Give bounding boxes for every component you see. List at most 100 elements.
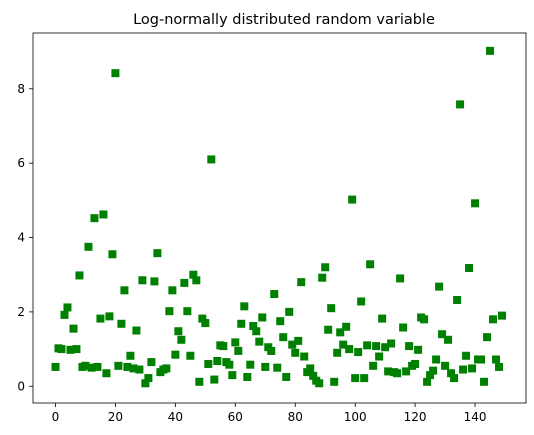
- data-point: [228, 371, 237, 380]
- data-point: [267, 346, 276, 355]
- data-point: [87, 363, 96, 372]
- data-point: [372, 342, 381, 351]
- data-points: [51, 46, 507, 388]
- axes-frame: [32, 32, 527, 404]
- data-point: [393, 369, 402, 378]
- data-point: [240, 302, 249, 311]
- data-point: [336, 328, 345, 337]
- data-point: [462, 351, 471, 360]
- data-point: [63, 303, 72, 312]
- data-point: [177, 335, 186, 344]
- data-point: [444, 335, 453, 344]
- data-point: [363, 341, 372, 350]
- data-point: [276, 317, 285, 326]
- data-point: [330, 377, 339, 386]
- data-point: [294, 336, 303, 345]
- data-point: [165, 307, 174, 316]
- data-point: [375, 352, 384, 361]
- y-tick-label: 0: [17, 379, 25, 393]
- data-point: [111, 69, 120, 78]
- data-point: [246, 360, 255, 369]
- data-point: [426, 371, 435, 380]
- data-point: [81, 361, 90, 370]
- data-point: [435, 282, 444, 291]
- data-point: [402, 367, 411, 376]
- data-point: [114, 361, 123, 370]
- data-point: [168, 286, 177, 295]
- data-point: [486, 46, 495, 55]
- data-point: [204, 359, 213, 368]
- data-point: [162, 364, 171, 373]
- data-point: [255, 337, 264, 346]
- data-point: [366, 260, 375, 269]
- data-point: [321, 263, 330, 272]
- data-point: [252, 327, 261, 336]
- data-point: [57, 345, 66, 354]
- data-point: [108, 250, 117, 259]
- data-point: [480, 377, 489, 386]
- data-point: [69, 324, 78, 333]
- data-point: [135, 365, 144, 374]
- data-point: [171, 350, 180, 359]
- y-tick-label: 2: [17, 305, 25, 319]
- data-point: [339, 340, 348, 349]
- data-point: [297, 278, 306, 287]
- data-point: [288, 340, 297, 349]
- data-point: [72, 345, 81, 354]
- x-tick-label: 100: [344, 410, 367, 424]
- data-point: [189, 270, 198, 279]
- data-point: [198, 314, 207, 323]
- data-point: [477, 355, 486, 364]
- data-point: [51, 362, 60, 371]
- data-point: [153, 249, 162, 258]
- data-point: [432, 355, 441, 364]
- data-point: [333, 348, 342, 357]
- data-point: [225, 360, 234, 369]
- data-point: [387, 339, 396, 348]
- data-point: [429, 366, 438, 375]
- data-point: [378, 314, 387, 323]
- data-point: [270, 290, 279, 299]
- data-point: [357, 297, 366, 306]
- data-point: [447, 369, 456, 378]
- data-point: [342, 322, 351, 331]
- data-point: [471, 199, 480, 208]
- data-point: [423, 377, 432, 386]
- data-point: [102, 369, 111, 378]
- data-point: [237, 319, 246, 328]
- data-point: [60, 310, 69, 319]
- data-point: [138, 276, 147, 285]
- x-tick-label: 40: [168, 410, 183, 424]
- data-point: [495, 362, 504, 371]
- data-point: [207, 155, 216, 164]
- data-point: [273, 363, 282, 372]
- data-point: [93, 362, 102, 371]
- data-point: [129, 364, 138, 373]
- data-point: [345, 345, 354, 354]
- data-point: [219, 342, 228, 351]
- data-point: [348, 195, 357, 204]
- y-tick-label: 4: [17, 231, 25, 245]
- data-point: [201, 319, 210, 328]
- data-point: [210, 375, 219, 384]
- data-point: [483, 333, 492, 342]
- data-point: [318, 273, 327, 282]
- data-point: [150, 277, 159, 286]
- data-point: [300, 352, 309, 361]
- data-point: [213, 356, 222, 365]
- data-point: [117, 319, 126, 328]
- data-point: [399, 323, 408, 332]
- data-point: [456, 100, 465, 109]
- data-point: [351, 374, 360, 383]
- data-point: [441, 361, 450, 370]
- data-point: [489, 315, 498, 324]
- data-point: [411, 359, 420, 368]
- data-point: [123, 362, 132, 371]
- y-axis: 0 2 4 6 8: [17, 82, 33, 393]
- data-point: [243, 372, 252, 381]
- data-point: [147, 358, 156, 367]
- data-point: [492, 355, 501, 364]
- data-point: [324, 325, 333, 334]
- data-point: [186, 351, 195, 360]
- x-tick-label: 80: [288, 410, 303, 424]
